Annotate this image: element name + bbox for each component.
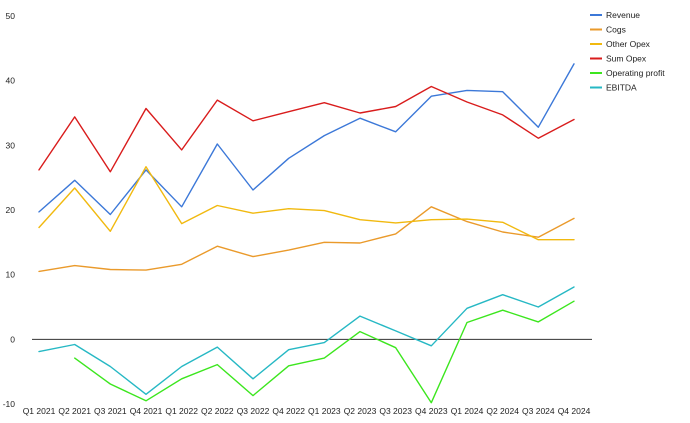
legend-item-ebitda: EBITDA: [590, 83, 637, 93]
series-line-cogs: [38, 206, 575, 273]
legend: Revenue Cogs Other Opex Sum Opex Operating p…: [590, 10, 665, 93]
x-tick-label: Q3 2024: [522, 406, 555, 416]
series-line-sum-opex: [38, 85, 575, 173]
y-tick-label: -10: [3, 399, 16, 409]
x-tick-label: Q2 2024: [486, 406, 519, 416]
x-tick-label: Q3 2023: [379, 406, 412, 416]
x-tick-label: Q1 2023: [308, 406, 341, 416]
x-tick-label: Q4 2021: [130, 406, 163, 416]
series-line-ebitda: [38, 286, 575, 395]
legend-item-sum-opex: Sum Opex: [590, 54, 647, 64]
y-tick-label: 20: [6, 205, 16, 215]
series-lines: [38, 63, 575, 404]
x-tick-label: Q2 2023: [344, 406, 377, 416]
y-tick-label: 50: [6, 11, 16, 21]
legend-item-revenue: Revenue: [590, 10, 640, 20]
series-line-revenue: [38, 63, 575, 216]
x-tick-label: Q2 2021: [58, 406, 91, 416]
x-tick-label: Q3 2021: [94, 406, 127, 416]
x-tick-label: Q4 2022: [272, 406, 305, 416]
legend-label: Revenue: [606, 10, 640, 20]
y-tick-label: 0: [10, 334, 15, 344]
x-tick-label: Q4 2023: [415, 406, 448, 416]
legend-label: Cogs: [606, 25, 626, 35]
legend-label: Sum Opex: [606, 54, 647, 64]
legend-item-operating-profit: Operating profit: [590, 68, 665, 78]
series-line-operating-profit: [74, 300, 575, 404]
x-tick-label: Q2 2022: [201, 406, 234, 416]
x-tick-label: Q1 2022: [165, 406, 198, 416]
legend-label: Operating profit: [606, 68, 665, 78]
x-tick-label: Q1 2024: [451, 406, 484, 416]
legend-label: Other Opex: [606, 39, 651, 49]
legend-item-cogs: Cogs: [590, 25, 626, 35]
x-tick-label: Q3 2022: [237, 406, 270, 416]
series-line-other-opex: [38, 166, 575, 241]
y-tick-label: 40: [6, 76, 16, 86]
x-axis-tick-labels: Q1 2021 Q2 2021 Q3 2021 Q4 2021 Q1 2022 Q2 20…: [23, 406, 591, 416]
y-axis-tick-labels: -10 0 10 20 30 40 50: [3, 11, 16, 409]
legend-label: EBITDA: [606, 83, 637, 93]
x-tick-label: Q4 2024: [558, 406, 591, 416]
legend-item-other-opex: Other Opex: [590, 39, 651, 49]
x-tick-label: Q1 2021: [23, 406, 56, 416]
y-tick-label: 30: [6, 140, 16, 150]
y-tick-label: 10: [6, 270, 16, 280]
